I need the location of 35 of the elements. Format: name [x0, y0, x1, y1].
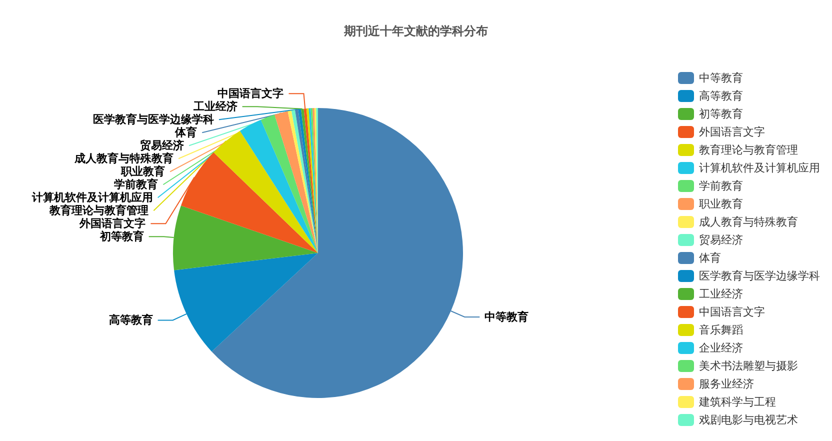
chart-title: 期刊近十年文献的学科分布 [343, 24, 488, 38]
slice-label: 初等教育 [98, 230, 144, 244]
legend-label: 中国语言文字 [699, 306, 765, 318]
legend-label: 中等教育 [699, 72, 743, 84]
legend-label: 计算机软件及计算机应用 [699, 162, 820, 174]
legend-label: 工业经济 [699, 288, 743, 300]
legend-label: 戏剧电影与电视艺术 [699, 414, 798, 426]
legend-label: 学前教育 [699, 180, 743, 192]
slice-label: 贸易经济 [140, 139, 184, 152]
slice-label: 医学教育与医学边缘学科 [92, 113, 214, 126]
legend-label: 服务业经济 [699, 378, 754, 390]
slice-label: 成人教育与特殊教育 [74, 152, 174, 166]
legend-label: 音乐舞蹈 [699, 324, 743, 336]
legend-label: 建筑科学与工程 [698, 396, 776, 408]
legend-label: 高等教育 [699, 90, 743, 102]
slice-label: 工业经济 [192, 100, 238, 114]
slice-label: 学前教育 [114, 178, 158, 192]
legend-label: 美术书法雕塑与摄影 [699, 360, 798, 372]
legend-label: 贸易经济 [699, 234, 743, 246]
legend-label: 企业经济 [699, 342, 743, 354]
slice-label: 中等教育 [484, 310, 529, 324]
legend-label: 体育 [699, 252, 721, 264]
legend-label: 教育理论与教育管理 [699, 144, 798, 156]
slice-label: 中国语言文字 [218, 87, 284, 100]
slice-label: 外国语言文字 [78, 217, 146, 230]
legend-label: 外国语言文字 [699, 126, 765, 138]
slice-label: 体育 [174, 126, 198, 140]
legend-label: 成人教育与特殊教育 [699, 216, 798, 228]
slice-label: 高等教育 [108, 314, 153, 327]
legend-label: 职业教育 [699, 198, 743, 210]
slice-label: 教育理论与教育管理 [48, 204, 149, 218]
legend-label: 医学教育与医学边缘学科 [699, 270, 820, 282]
slice-label: 职业教育 [120, 165, 166, 178]
slice-label: 计算机软件及计算机应用 [30, 191, 153, 204]
legend-label: 初等教育 [699, 108, 743, 120]
